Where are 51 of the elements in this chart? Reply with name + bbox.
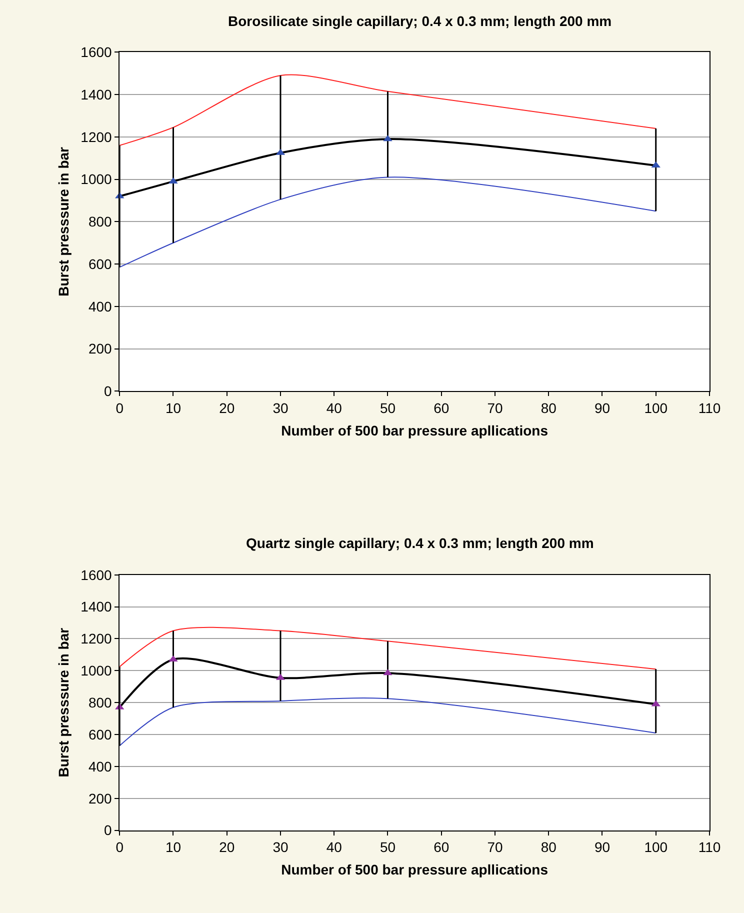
x-tick-label: 20 (219, 839, 235, 856)
y-tick-label: 1000 (80, 662, 112, 679)
y-tick-label: 200 (88, 340, 112, 357)
y-tick-label: 0 (104, 822, 112, 838)
x-tick-label: 40 (326, 839, 342, 856)
x-tick-label: 60 (434, 839, 450, 856)
x-axis-title: Number of 500 bar pressure apllications (281, 861, 548, 878)
x-tick-label: 60 (434, 400, 450, 416)
line-series (120, 698, 656, 746)
y-tick-label: 400 (88, 758, 112, 774)
y-tick-label: 1600 (80, 44, 112, 60)
line-series (120, 74, 656, 146)
y-tick-label: 1200 (80, 128, 112, 145)
x-tick-label: 70 (487, 839, 503, 856)
y-axis-title: Burst presssure in bar (55, 627, 72, 778)
x-tick-label: 30 (272, 400, 288, 416)
x-tick-label: 110 (698, 839, 721, 856)
x-tick-label: 100 (644, 400, 668, 416)
y-tick-label: 200 (88, 790, 112, 806)
x-tick-label: 40 (326, 400, 342, 416)
x-tick-label: 50 (380, 400, 396, 416)
y-tick-label: 0 (104, 383, 112, 400)
y-tick-label: 1400 (80, 86, 112, 102)
x-tick-label: 110 (698, 400, 721, 416)
x-tick-label: 30 (272, 839, 288, 856)
x-tick-label: 70 (487, 400, 503, 416)
x-tick-label: 20 (219, 400, 235, 416)
x-tick-label: 100 (644, 839, 668, 856)
x-tick-label: 90 (594, 839, 610, 856)
y-tick-label: 1000 (80, 171, 112, 188)
y-tick-label: 800 (88, 694, 112, 711)
x-tick-label: 80 (540, 839, 557, 856)
x-tick-label: 90 (594, 400, 610, 416)
x-tick-label: 10 (165, 400, 182, 416)
x-tick-label: 0 (116, 400, 124, 416)
x-tick-label: 0 (116, 839, 124, 856)
y-tick-label: 400 (88, 298, 112, 314)
x-tick-label: 80 (540, 400, 557, 416)
y-tick-label: 1400 (80, 598, 112, 615)
y-tick-label: 800 (88, 214, 112, 230)
x-tick-label: 50 (380, 839, 396, 856)
y-tick-label: 1200 (80, 630, 112, 647)
y-tick-label: 1600 (80, 566, 112, 583)
x-tick-label: 10 (165, 839, 182, 856)
y-tick-label: 600 (88, 726, 112, 742)
y-tick-label: 600 (88, 256, 112, 272)
x-axis-title: Number of 500 bar pressure apllications (281, 422, 548, 438)
y-axis-title: Burst presssure in bar (55, 146, 72, 296)
chart-title: Quartz single capillary; 0.4 x 0.3 mm; length 200 mm (246, 535, 594, 551)
chart-title: Borosilicate single capillary; 0.4 x 0.3 mm; length 200 mm (228, 13, 612, 29)
line-series (120, 176, 656, 268)
